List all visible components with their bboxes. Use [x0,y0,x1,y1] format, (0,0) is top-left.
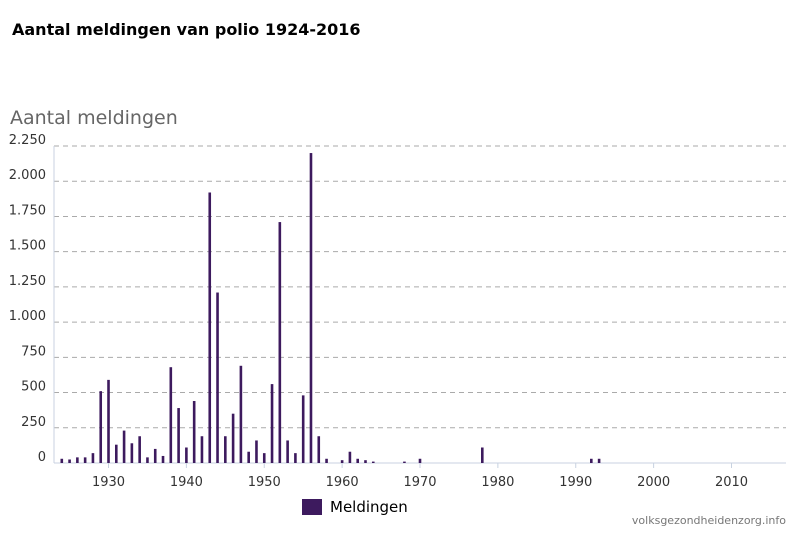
bar [348,451,352,463]
bar [418,458,422,463]
x-tick-label: 1970 [403,475,436,490]
x-tick-label: 1990 [559,475,592,490]
chart-title: Aantal meldingen van polio 1924-2016 [12,20,361,39]
legend: Meldingen [302,498,408,516]
bar [224,436,227,463]
bar [91,453,95,463]
y-tick-label: 250 [21,415,46,430]
bar [107,379,110,463]
y-axis-label: Aantal meldingen [10,107,178,129]
bar [590,458,593,463]
y-tick-label: 0 [38,450,46,465]
bar [317,436,321,463]
bar [294,453,297,463]
bar [153,448,157,463]
y-tick-label: 2.000 [9,168,46,183]
x-tick-label: 1940 [170,475,203,490]
bar [161,455,165,463]
bar [208,192,212,463]
bar [270,384,274,463]
bar [340,460,344,463]
bar [278,222,282,463]
x-tick-label: 1980 [481,475,514,490]
bar [239,365,243,463]
bar [114,444,118,463]
bar [138,436,141,463]
bar [130,443,134,463]
bar [262,453,266,463]
y-tick-label: 1.500 [9,239,46,254]
bar [146,457,149,463]
bar [255,440,258,463]
y-tick-label: 1.250 [9,274,46,289]
y-tick-label: 2.250 [9,133,46,148]
x-tick-label: 1930 [92,475,125,490]
bar [83,457,87,463]
y-tick-label: 500 [21,380,46,395]
bar [177,408,180,463]
bar [286,440,289,463]
legend-swatch [302,499,322,515]
bar [364,460,367,463]
bar [247,451,250,463]
y-tick-label: 750 [21,344,46,359]
bar [403,461,406,463]
legend-label: Meldingen [330,498,408,516]
bar [76,457,79,463]
bar [216,292,219,463]
bar [68,459,71,463]
bar [301,395,305,463]
x-tick-label: 2010 [715,475,748,490]
bar [185,447,188,463]
y-tick-label: 1.000 [9,309,46,324]
bar [480,447,484,463]
bar [356,458,360,463]
bar [597,458,601,463]
x-tick-label: 1950 [248,475,281,490]
bar [231,413,235,463]
bar [99,391,103,463]
bar [200,436,204,463]
y-tick-label: 1.750 [9,203,46,218]
source-credit: volksgezondheidenzorg.info [631,514,786,527]
bar [192,401,196,463]
bar [169,367,173,463]
bar [309,153,313,464]
x-tick-label: 2000 [637,475,670,490]
x-tick-label: 1960 [326,475,359,490]
bar [122,430,126,463]
bar [60,458,64,463]
bar [325,458,328,463]
bar [371,461,375,463]
